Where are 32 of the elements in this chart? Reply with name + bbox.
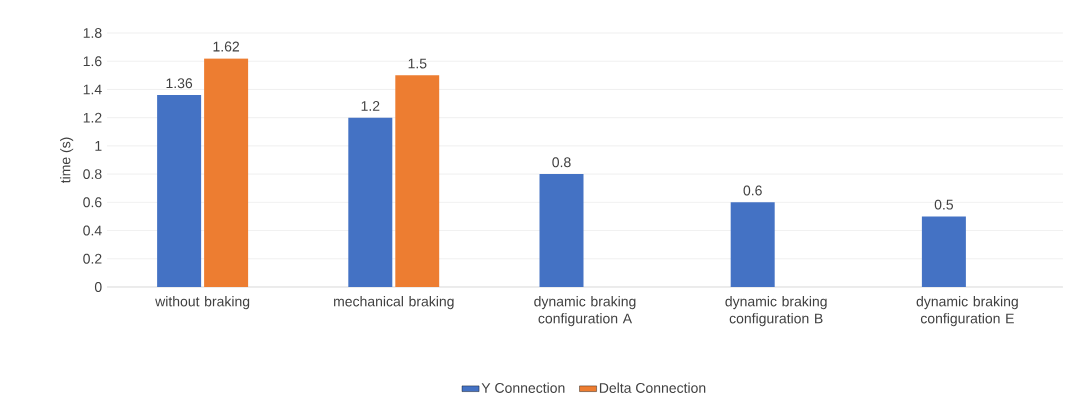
y-tick-label: 0.8: [83, 169, 102, 180]
y-tick-label: 0.6: [83, 197, 102, 208]
bar: [348, 117, 393, 287]
legend-label: Y Connection: [481, 382, 565, 393]
y-tick-label: 1.2: [83, 112, 102, 123]
bar: [730, 202, 775, 287]
x-tick-label: dynamic braking configuration B: [725, 296, 827, 327]
bar: [539, 174, 584, 287]
bar: [204, 58, 249, 287]
data-label: 1.62: [213, 41, 240, 52]
y-tick-label: 0.4: [83, 225, 102, 236]
y-tick-label: 0: [94, 282, 102, 292]
data-label: 1.2: [361, 101, 380, 111]
x-tick-label: mechanical braking: [334, 296, 454, 310]
y-tick-label: 1.6: [83, 56, 102, 67]
x-tick-label: dynamic braking configuration E: [916, 296, 1018, 327]
y-tick-label: 1.8: [83, 28, 102, 38]
data-label: 0.6: [743, 185, 762, 196]
x-tick-label: without braking: [155, 296, 250, 310]
data-label: 0.8: [552, 157, 571, 168]
y-tick-label: 1.4: [83, 84, 102, 95]
y-axis-title: time (s): [60, 137, 74, 184]
bar: [157, 95, 202, 287]
data-label: 1.5: [408, 58, 427, 69]
y-tick-label: 0.2: [83, 253, 102, 264]
legend-label: Delta Connection: [599, 382, 706, 393]
data-label: 1.36: [166, 78, 193, 89]
data-label: 0.5: [934, 199, 954, 210]
bar: [921, 216, 966, 287]
bar: [395, 75, 440, 287]
x-tick-label: dynamic braking configuration A: [534, 296, 636, 327]
y-tick-label: 1: [95, 141, 102, 151]
